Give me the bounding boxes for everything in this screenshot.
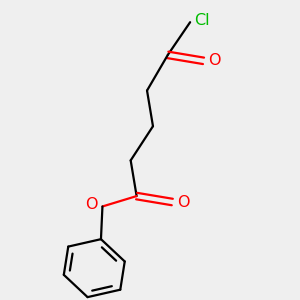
Text: O: O — [177, 194, 189, 209]
Text: Cl: Cl — [195, 13, 210, 28]
Text: O: O — [208, 53, 220, 68]
Text: O: O — [85, 197, 98, 212]
